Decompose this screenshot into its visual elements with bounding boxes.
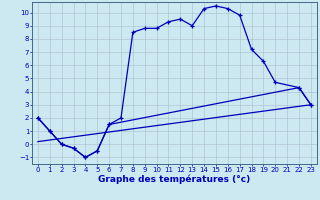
X-axis label: Graphe des températures (°c): Graphe des températures (°c) <box>98 174 251 184</box>
